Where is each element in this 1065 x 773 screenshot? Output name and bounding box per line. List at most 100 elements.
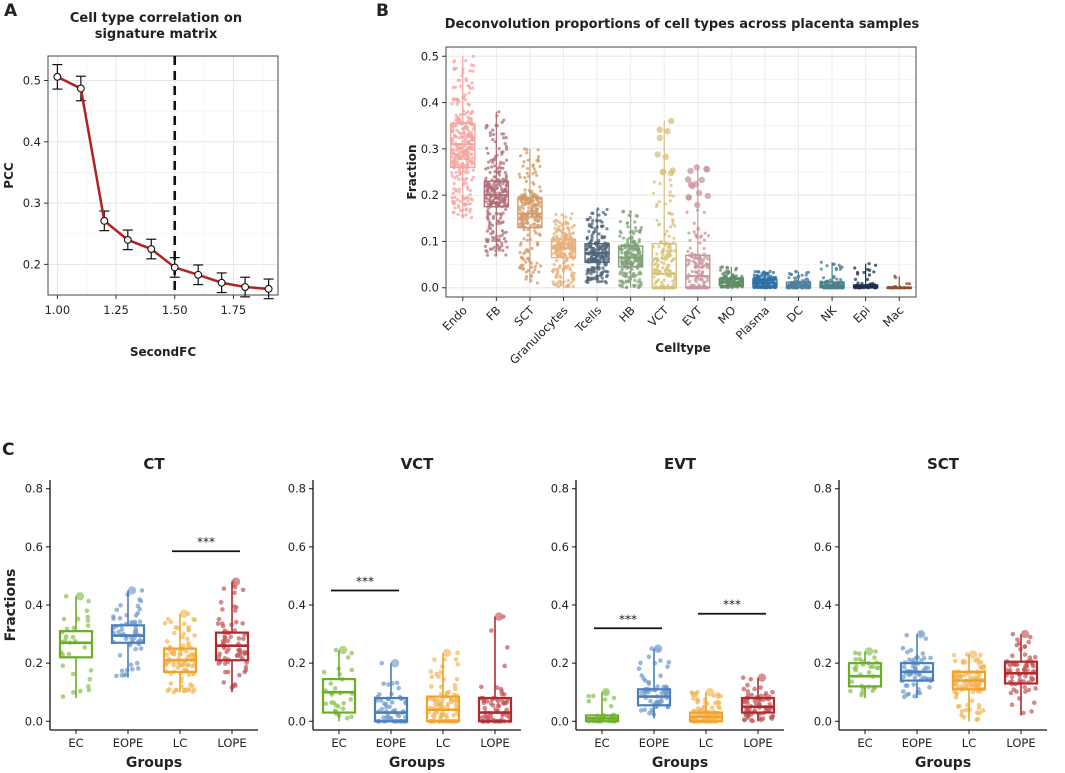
celltype-point [461,139,465,143]
celltype-point [468,69,472,73]
celltype-point [519,263,523,267]
celltype-point [668,193,672,197]
celltype-point [556,269,560,274]
group-point [86,598,91,604]
celltype-point [468,210,472,214]
group-point [181,621,187,627]
group-point [221,680,227,685]
celltype-point [452,187,456,191]
celltype-point [621,236,626,240]
celltype-point [567,229,571,233]
group-point [128,662,134,668]
group-point [378,698,384,703]
group-point [135,666,141,671]
celltype-point [451,201,455,205]
y-tick-label: 0.4 [421,96,439,110]
celltype-point [523,203,527,207]
celltype-point [504,135,508,140]
box [517,196,543,229]
data-point [123,235,132,244]
x-tick-label: LC [436,736,450,750]
group-point [232,590,237,596]
group-point [138,598,144,604]
group-point [482,705,488,711]
celltype-point [491,132,496,137]
celltype-point [452,151,456,155]
celltype-point [618,229,622,234]
celltype-point [463,178,467,182]
group-point [748,676,754,682]
outlier-point [127,586,137,595]
group-point [134,660,140,666]
celltype-point [469,159,473,163]
celltype-point [826,282,830,286]
box [110,624,146,644]
celltype-point [569,251,574,255]
celltype-point [527,201,531,205]
celltype-point [469,112,473,116]
celltype-point [618,234,622,238]
celltype-point [636,280,640,284]
celltype-point [458,200,462,204]
celltype-point [488,220,492,225]
group-point [907,657,912,662]
celltype-point [460,135,464,140]
group-point [740,675,746,680]
group-point [75,616,81,622]
celltype-point [668,190,672,194]
group-point [602,697,608,702]
group-point [85,618,91,623]
group-point [975,657,981,662]
celltype-point [602,258,606,262]
celltype-point [693,164,701,171]
celltype-point [493,191,498,195]
celltype-point [485,196,489,200]
celltype-point [626,251,630,255]
celltype-point [656,134,664,142]
celltype-point [564,233,568,237]
group-point [586,693,591,699]
celltype-point [463,144,467,148]
celltype-point [638,270,642,274]
celltype-point [560,241,565,246]
group-point [429,684,434,689]
celltype-point [450,171,454,175]
celltype-point [503,203,507,207]
celltype-point [722,274,727,278]
panel-a-title-line1: Cell type correlation on [70,11,242,26]
celltype-point [503,195,507,199]
celltype-point [585,272,589,276]
x-tick-label: NK [818,303,840,325]
group-point [1010,631,1016,637]
data-point [147,245,156,253]
celltype-point [537,270,541,274]
group-point [180,634,185,640]
group-point [219,621,225,626]
celltype-point [502,118,506,122]
celltype-point [530,204,534,208]
celltype-point [467,91,471,95]
group-point [848,688,853,694]
group-point [1014,642,1020,648]
celltype-point [652,257,657,261]
celltype-point [494,195,498,199]
group-point [494,685,500,691]
x-tick-label: LC [962,736,976,750]
group-point [901,674,906,679]
group-point [873,649,878,654]
y-tick-label: 0.2 [421,188,439,202]
group-point [70,634,76,640]
significance-label: *** [619,612,637,626]
celltype-point [600,220,604,224]
celltype-point [464,59,468,63]
celltype-point [501,248,505,253]
celltype-point [725,285,729,290]
celltype-point [693,262,697,266]
celltype-point [652,275,656,279]
celltype-point [471,86,475,90]
group-point [1015,637,1020,642]
y-tick-label: 0.0 [25,714,43,728]
celltype-point [554,283,559,287]
group-point [433,702,438,707]
celltype-point [697,269,701,273]
